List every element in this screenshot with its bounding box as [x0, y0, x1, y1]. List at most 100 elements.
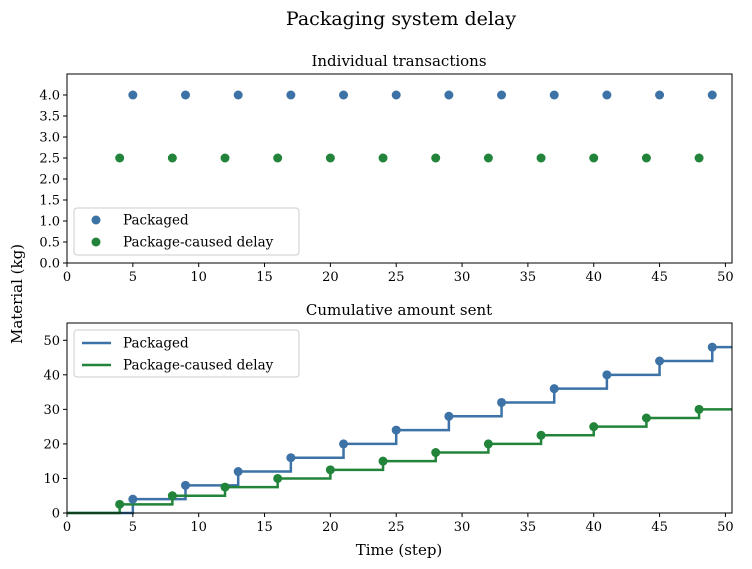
legend-label-delay: Package-caused delay — [123, 358, 274, 374]
data-point-packaged — [181, 90, 191, 100]
data-point-packaged — [391, 90, 401, 100]
x-tick-label: 0 — [63, 520, 71, 535]
y-tick-label: 0 — [52, 507, 60, 522]
bottom-chart-plot: 0 5 10 15 20 25 30 35 40 45 50 0 10 20 30 40 50 — [43, 322, 734, 535]
data-point-delay — [431, 448, 441, 458]
data-point-delay — [378, 153, 388, 163]
data-point-delay — [378, 456, 388, 466]
series-line-packaged — [67, 345, 732, 515]
legend-label-packaged: Packaged — [123, 336, 189, 352]
legend-marker-delay — [91, 237, 101, 247]
data-point-packaged — [233, 467, 243, 477]
data-point-delay — [536, 430, 546, 440]
data-point-packaged — [549, 90, 559, 100]
data-point-delay — [167, 153, 177, 163]
bottom-chart-title: Cumulative amount sent — [306, 301, 492, 319]
data-point-delay — [325, 153, 335, 163]
y-tick-label: 4.0 — [39, 89, 60, 104]
x-tick-label: 50 — [717, 520, 734, 535]
x-tick-label: 40 — [585, 520, 602, 535]
data-point-delay — [641, 413, 651, 423]
data-point-packaged — [497, 90, 507, 100]
data-point-delay — [220, 153, 230, 163]
x-tick-label: 0 — [63, 270, 71, 285]
x-tick-label: 40 — [585, 270, 602, 285]
data-point-packaged — [233, 90, 243, 100]
x-tick-label: 25 — [388, 270, 405, 285]
legend-frame — [73, 207, 300, 256]
legend-label-delay: Package-caused delay — [123, 235, 274, 251]
y-tick-label: 0.0 — [39, 257, 60, 272]
top-chart: Individual transactions 0 5 10 15 20 25 30 35 40… — [39, 52, 733, 285]
bottom-chart: Cumulative amount sent 0 5 10 15 20 25 30 35 40 4… — [43, 301, 733, 535]
x-tick-label: 20 — [322, 270, 339, 285]
legend-frame — [73, 329, 300, 378]
plot-frame — [66, 73, 733, 264]
y-tick-label: 1.0 — [39, 215, 60, 230]
data-point-delay — [536, 153, 546, 163]
data-point-packaged — [602, 90, 612, 100]
y-tick-label: 50 — [43, 334, 60, 349]
x-tick-label: 20 — [322, 520, 339, 535]
data-point-packaged — [286, 90, 296, 100]
top-chart-legend: Packaged Package-caused delay — [73, 207, 300, 256]
x-tick-label: 15 — [256, 270, 273, 285]
data-point-delay — [589, 153, 599, 163]
x-tick-label: 45 — [651, 270, 668, 285]
top-chart-plot: 0 5 10 15 20 25 30 35 40 45 50 0.0 0.5 1.0 1.5 2.0 2.5 3.… — [39, 73, 734, 285]
data-point-packaged — [707, 342, 717, 352]
y-tick-label: 2.5 — [39, 152, 60, 167]
data-point-delay — [220, 482, 230, 492]
x-tick-label: 5 — [129, 520, 137, 535]
x-tick-label: 5 — [129, 270, 137, 285]
plot-frame — [66, 322, 733, 514]
data-point-packaged — [549, 384, 559, 394]
data-point-delay — [694, 153, 704, 163]
series-line-delay — [67, 408, 732, 515]
y-tick-label: 1.5 — [39, 194, 60, 209]
data-point-packaged — [128, 494, 138, 504]
x-tick-label: 25 — [388, 520, 405, 535]
x-tick-label: 50 — [717, 270, 734, 285]
data-point-packaged — [391, 425, 401, 435]
legend-label-packaged: Packaged — [123, 213, 189, 229]
data-point-packaged — [128, 90, 138, 100]
top-chart-title: Individual transactions — [311, 52, 486, 70]
data-point-packaged — [444, 411, 454, 421]
data-point-delay — [694, 404, 704, 414]
data-point-delay — [115, 153, 125, 163]
x-tick-label: 15 — [256, 520, 273, 535]
data-point-packaged — [602, 370, 612, 380]
x-tick-label: 35 — [520, 520, 537, 535]
bottom-chart-legend: Packaged Package-caused delay — [73, 329, 300, 378]
data-point-packaged — [339, 90, 349, 100]
y-tick-label: 20 — [43, 437, 60, 452]
data-point-delay — [115, 499, 125, 509]
y-tick-label: 0.5 — [39, 236, 60, 251]
data-point-delay — [483, 153, 493, 163]
x-tick-label: 35 — [520, 270, 537, 285]
data-point-packaged — [444, 90, 454, 100]
y-axis-label: Material (kg) — [8, 244, 26, 344]
x-tick-label: 10 — [190, 270, 207, 285]
x-tick-label: 30 — [454, 520, 471, 535]
data-point-packaged — [181, 480, 191, 490]
legend-marker-packaged — [91, 215, 101, 225]
x-tick-label: 30 — [454, 270, 471, 285]
data-point-delay — [167, 491, 177, 501]
y-tick-label: 3.5 — [39, 110, 60, 125]
x-tick-label: 10 — [190, 520, 207, 535]
y-tick-label: 30 — [43, 403, 60, 418]
data-point-delay — [273, 473, 283, 483]
data-point-packaged — [339, 439, 349, 449]
data-point-delay — [589, 422, 599, 432]
data-point-packaged — [655, 90, 665, 100]
y-tick-label: 10 — [43, 472, 60, 487]
data-point-delay — [325, 465, 335, 475]
data-point-packaged — [707, 90, 717, 100]
data-point-delay — [641, 153, 651, 163]
y-tick-label: 2.0 — [39, 173, 60, 188]
data-point-delay — [483, 439, 493, 449]
data-point-packaged — [497, 397, 507, 407]
